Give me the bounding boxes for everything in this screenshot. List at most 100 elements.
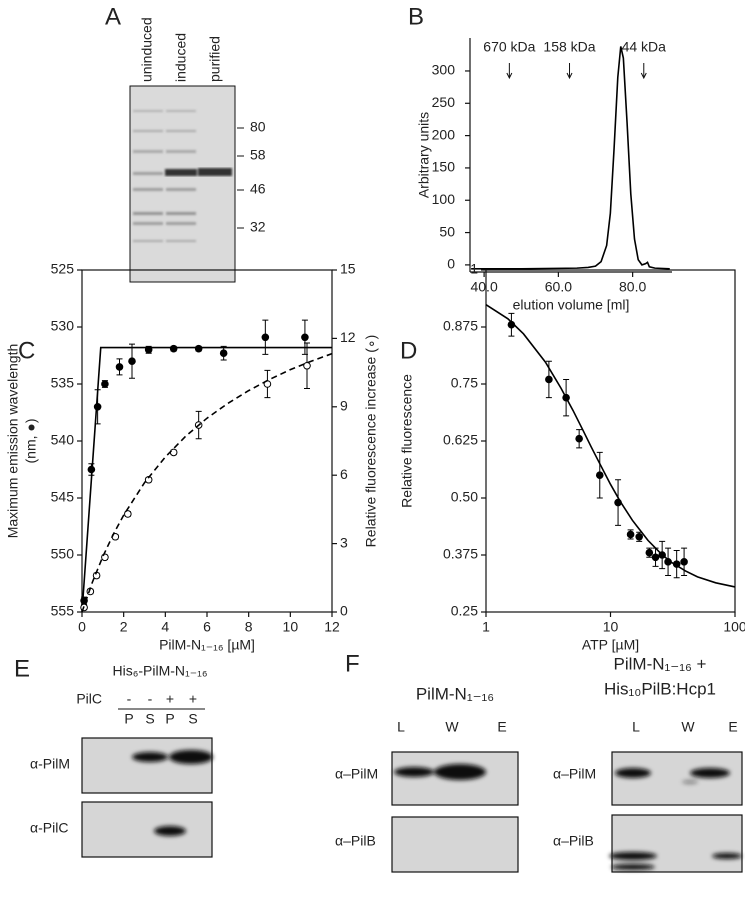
antibody: α–PilM <box>335 766 378 782</box>
data-point <box>219 349 228 358</box>
antibody: α–PilM <box>553 766 596 782</box>
y-axis-label: (nm, ●) <box>23 418 39 463</box>
lane-label: L <box>397 719 405 735</box>
data-point <box>101 380 109 388</box>
data-point <box>261 333 270 342</box>
annotation-arrow <box>566 63 573 80</box>
series-line <box>81 346 332 613</box>
lane-label: E <box>497 719 506 735</box>
treatment: + <box>189 691 197 707</box>
blot-title: His₆-PilM-N₁₋₁₆ <box>112 663 207 679</box>
blot <box>611 814 743 873</box>
x-tick-label: 10 <box>603 619 619 635</box>
y-tick-label: 0.50 <box>451 489 478 505</box>
marker-label: 32 <box>250 219 266 235</box>
blot <box>611 751 743 806</box>
panel-label: E <box>14 655 30 682</box>
y-axis-label: Maximum emission wavelength <box>5 344 21 539</box>
y-tick-label: 0.625 <box>443 432 478 448</box>
treatment-label: PilC <box>76 691 102 707</box>
data-point <box>169 344 178 353</box>
blot <box>81 737 213 794</box>
blot <box>81 801 213 858</box>
fraction: P <box>165 711 174 727</box>
x-tick-label: 60.0 <box>545 279 572 295</box>
data-point <box>680 558 688 566</box>
annotation-arrow <box>506 63 513 80</box>
antibody: α-PilC <box>30 820 68 836</box>
annotation: 158 kDa <box>543 39 595 55</box>
fraction: S <box>188 711 197 727</box>
y-tick-label: 0.875 <box>443 318 478 334</box>
blot <box>391 816 519 873</box>
y-tick-label: 1 <box>470 261 478 277</box>
y-tick-label: 150 <box>432 159 456 175</box>
plot-frame <box>485 269 736 613</box>
data-point <box>301 333 309 342</box>
lane-label: W <box>681 719 695 735</box>
y-axis-label: Arbitrary units <box>416 112 432 198</box>
y-tick-label: 550 <box>51 546 75 562</box>
x-tick-label: 2 <box>120 619 128 635</box>
y-tick-label: 525 <box>51 261 75 277</box>
panel-label: D <box>400 337 417 364</box>
data-point <box>545 375 553 384</box>
x-tick-label: 8 <box>245 619 253 635</box>
y-tick-label: 250 <box>432 94 456 110</box>
x-axis-label: elution volume [ml] <box>513 297 630 313</box>
data-point <box>128 357 136 366</box>
annotation-arrow <box>640 63 647 80</box>
panel-label: F <box>345 650 360 677</box>
y2-tick-label: 12 <box>340 329 356 345</box>
fraction: P <box>124 711 133 727</box>
marker-label: 58 <box>250 147 266 163</box>
x-tick-label: 80.0 <box>619 279 646 295</box>
bands <box>394 764 742 870</box>
annotation: 670 kDa <box>483 39 535 55</box>
y-tick-label: 0.25 <box>451 603 478 619</box>
x-tick-label: 12 <box>324 619 340 635</box>
plot-frame <box>81 269 333 613</box>
x-axis-label: ATP [µM] <box>582 637 639 653</box>
y-tick-label: 50 <box>439 223 455 239</box>
data-point <box>115 363 124 371</box>
y2-tick-label: 3 <box>340 534 348 550</box>
x-tick-label: 4 <box>161 619 169 635</box>
data-point <box>595 471 604 480</box>
data-point <box>194 344 203 353</box>
data-point <box>93 403 102 411</box>
y-tick-label: 535 <box>51 375 75 391</box>
lane-label: W <box>445 719 459 735</box>
data-point <box>645 548 654 557</box>
data-point <box>169 448 178 457</box>
fraction: S <box>145 711 154 727</box>
x-tick-label: 40.0 <box>470 279 497 295</box>
x-tick-label: 0 <box>78 619 86 635</box>
antibody: α–PilB <box>553 833 594 849</box>
marker-label: 46 <box>250 181 266 197</box>
data-point <box>626 530 635 539</box>
blot-title: PilM-N₁₋₁₆ <box>416 684 494 703</box>
y-tick-label: 200 <box>432 126 456 142</box>
y-tick-label: 545 <box>51 489 75 505</box>
lane-label: E <box>728 719 737 735</box>
bands <box>132 750 213 836</box>
data-point <box>303 361 311 370</box>
annotation: 44 kDa <box>622 39 667 55</box>
blot-title: PilM-N₁₋₁₆ + <box>614 654 707 673</box>
y-tick-label: 540 <box>51 432 75 448</box>
marker-label: 80 <box>250 119 266 135</box>
x-axis-label: PilM-N₁₋₁₆ [µM] <box>159 637 255 653</box>
x-tick-label: 100 <box>723 619 745 635</box>
y-tick-label: 0 <box>447 256 455 272</box>
y-tick-label: 0.375 <box>443 546 478 562</box>
x-tick-label: 1 <box>482 619 490 635</box>
y2-tick-label: 9 <box>340 398 348 414</box>
x-tick-label: 6 <box>203 619 211 635</box>
data-point <box>635 532 643 541</box>
series-line <box>485 303 736 588</box>
treatment: - <box>148 691 153 707</box>
y-tick-label: 555 <box>51 603 75 619</box>
y2-tick-label: 0 <box>340 603 348 619</box>
